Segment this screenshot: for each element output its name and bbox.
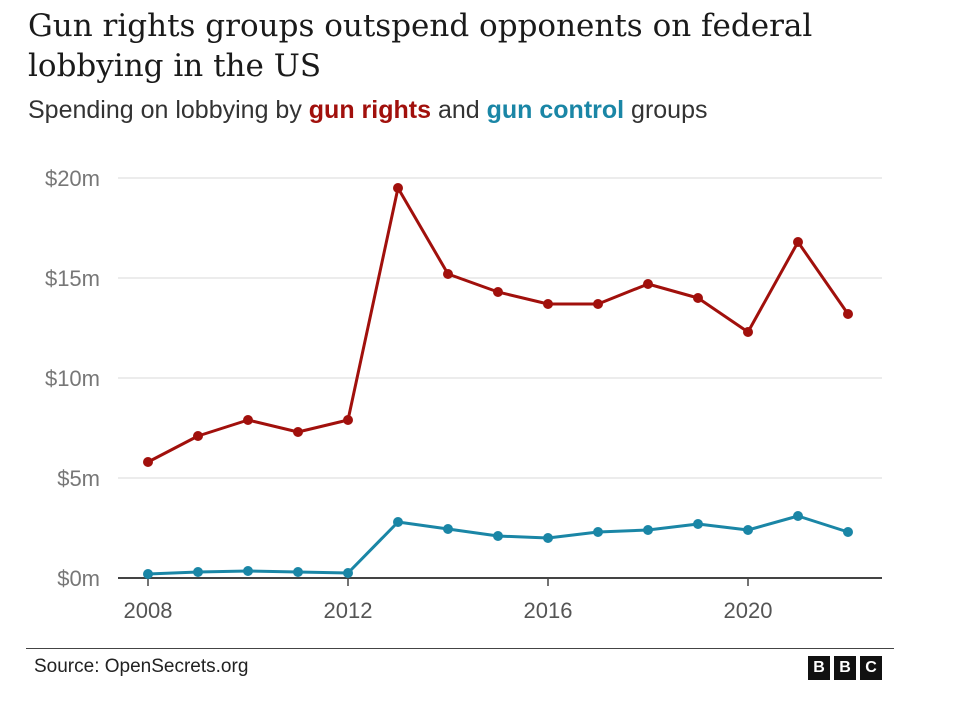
bbc-logo-letter-1: B — [808, 656, 830, 680]
y-tick-label: $0m — [57, 566, 100, 591]
data-point-gun-rights — [243, 415, 253, 425]
series-line-gun-control — [147, 514, 849, 576]
data-point-gun-control — [393, 517, 403, 527]
data-point-gun-rights — [843, 309, 853, 319]
data-point-gun-control — [493, 531, 503, 541]
data-point-gun-rights — [443, 269, 453, 279]
data-point-gun-control — [193, 567, 203, 577]
bbc-logo-letter-3: C — [860, 656, 882, 680]
data-point-gun-control — [843, 527, 853, 537]
data-point-gun-control — [743, 525, 753, 535]
data-point-gun-rights — [693, 293, 703, 303]
source-note: Source: OpenSecrets.org — [34, 656, 249, 677]
bbc-logo: B B C — [808, 656, 882, 680]
data-point-gun-control — [293, 567, 303, 577]
chart-title: Gun rights groups outspend opponents on … — [28, 8, 813, 84]
data-point-gun-control — [343, 568, 353, 578]
data-point-gun-rights — [793, 237, 803, 247]
subtitle-middle: and — [431, 96, 487, 124]
data-point-gun-control — [543, 533, 553, 543]
data-point-gun-control — [593, 527, 603, 537]
x-tick-label: 2016 — [524, 598, 573, 623]
x-tick-label: 2020 — [724, 598, 773, 623]
source-divider — [26, 648, 894, 649]
data-point-gun-control — [693, 519, 703, 529]
data-point-gun-rights — [493, 287, 503, 297]
data-point-gun-rights — [543, 299, 553, 309]
series-line-gun-rights — [147, 186, 850, 464]
x-tick-label: 2008 — [124, 598, 173, 623]
data-point-gun-rights — [193, 431, 203, 441]
x-tick-label: 2012 — [324, 598, 373, 623]
subtitle-suffix: groups — [624, 96, 708, 124]
chart-subtitle: Spending on lobbying by gun rights and g… — [28, 96, 707, 125]
bbc-logo-letter-2: B — [834, 656, 856, 680]
y-tick-label: $15m — [45, 266, 100, 291]
data-point-gun-control — [243, 566, 253, 576]
y-tick-label: $20m — [45, 166, 100, 191]
data-point-gun-control — [443, 524, 453, 534]
data-point-gun-rights — [743, 327, 753, 337]
data-point-gun-rights — [293, 427, 303, 437]
data-point-gun-rights — [393, 183, 403, 193]
data-point-gun-rights — [643, 279, 653, 289]
data-point-gun-control — [793, 511, 803, 521]
data-point-gun-control — [143, 569, 153, 579]
y-tick-label: $5m — [57, 466, 100, 491]
legend-gun-rights: gun rights — [308, 96, 431, 124]
line-chart: $0m $5m $10m $15m $20m 2008 2012 2016 2020 — [45, 166, 882, 623]
data-point-gun-rights — [143, 457, 153, 467]
data-point-gun-rights — [343, 415, 353, 425]
data-point-gun-control — [643, 525, 653, 535]
legend-gun-control: gun control — [486, 96, 625, 124]
data-point-gun-rights — [593, 299, 603, 309]
y-tick-label: $10m — [45, 366, 100, 391]
subtitle-prefix: Spending on lobbying by — [28, 96, 309, 124]
